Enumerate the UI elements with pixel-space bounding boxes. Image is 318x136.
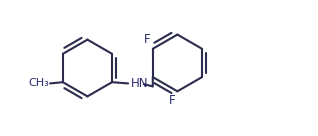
Text: CH₃: CH₃ <box>28 78 49 88</box>
Text: F: F <box>144 33 151 46</box>
Text: HN: HN <box>131 77 149 90</box>
Text: F: F <box>169 94 176 107</box>
